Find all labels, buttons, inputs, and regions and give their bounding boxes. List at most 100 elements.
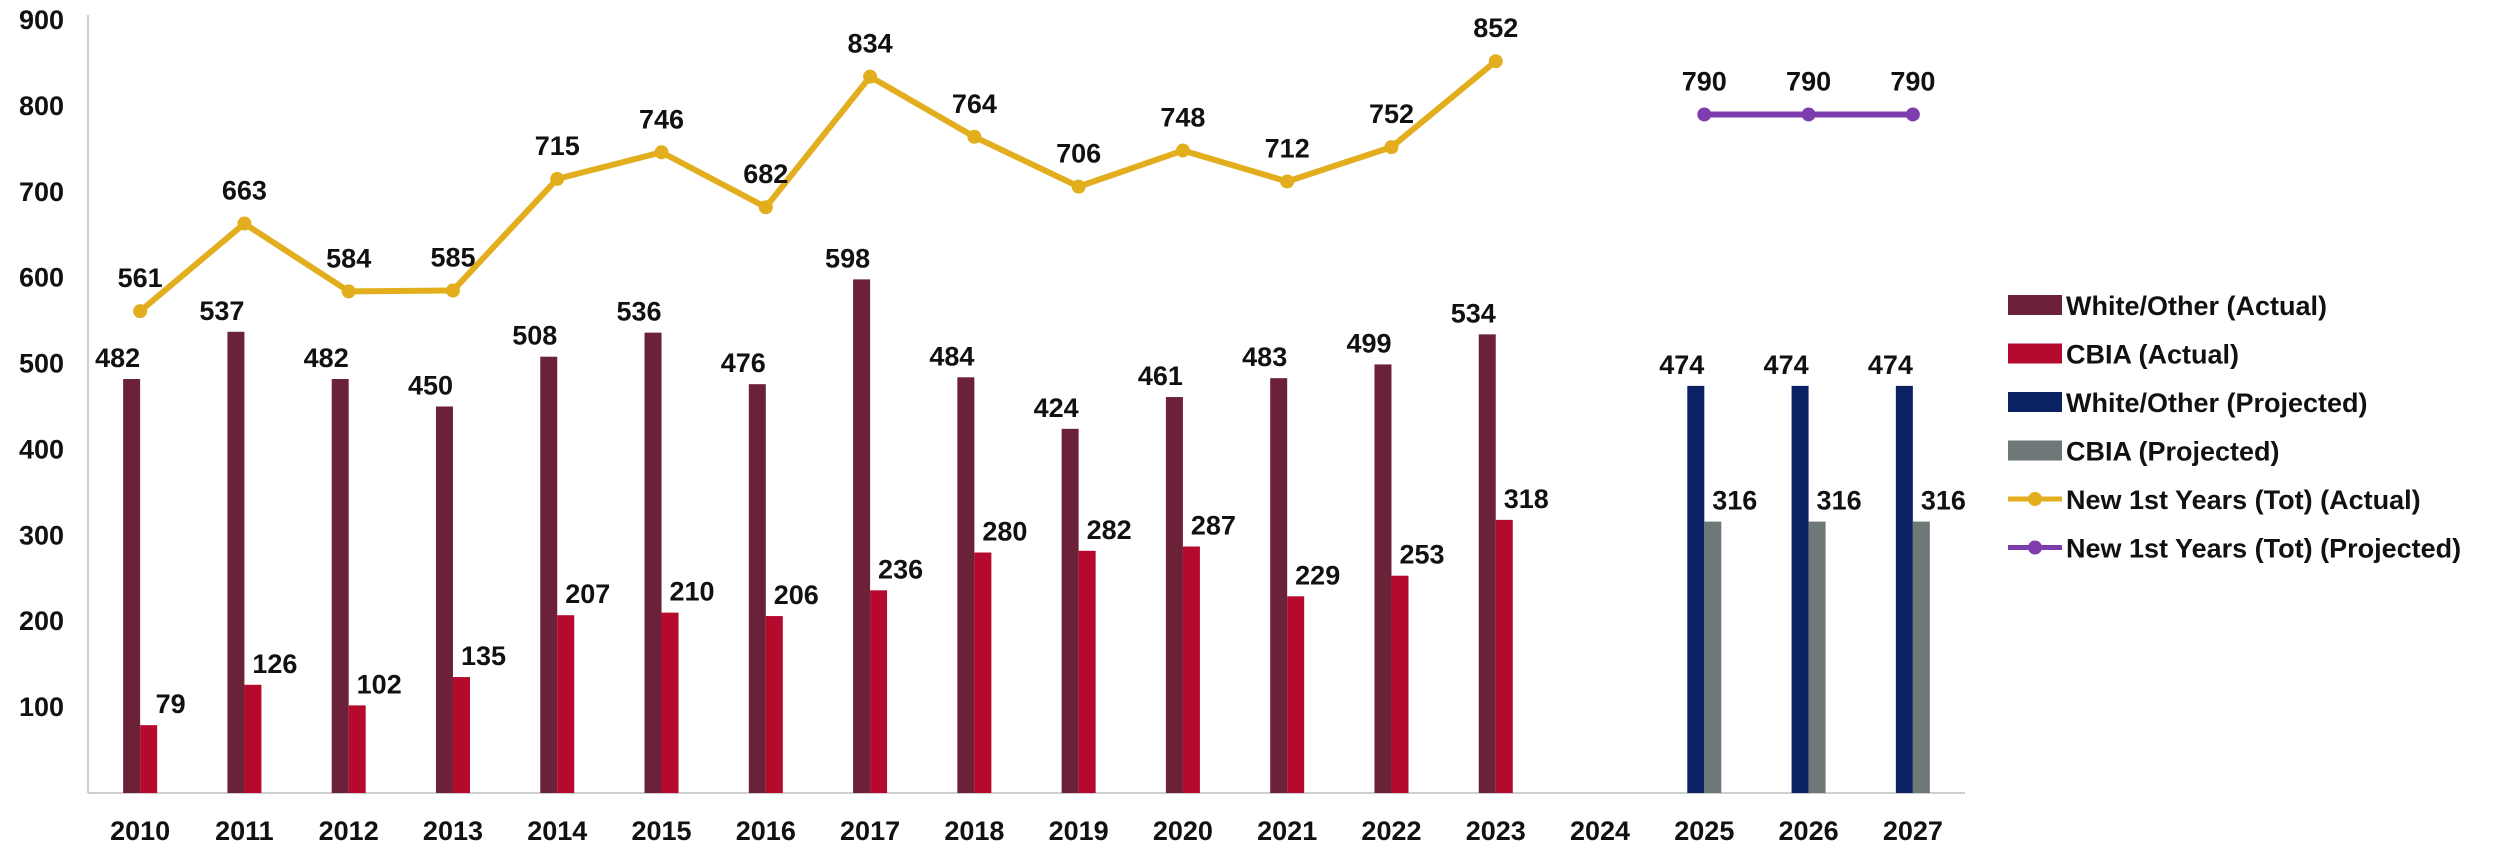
bar-label-cbia-actual: 229	[1295, 560, 1340, 590]
x-tick-label: 2022	[1361, 816, 1421, 846]
line-new-1st-years-tot-actual	[138, 58, 1498, 314]
bar-label-white-other-actual: 499	[1346, 328, 1391, 358]
bar-label-cbia-actual: 253	[1399, 540, 1444, 570]
bar-label-white-other-actual: 534	[1451, 298, 1496, 328]
point-new-1st-years-tot-projected	[1801, 107, 1816, 122]
x-tick-label: 2018	[944, 816, 1004, 846]
legend-label-new-1st-years-tot-projected: New 1st Years (Tot) (Projected)	[2066, 534, 2461, 564]
bar-label-cbia-actual: 102	[357, 669, 402, 699]
bar-label-cbia-actual: 236	[878, 554, 923, 584]
point-label-new-1st-years-tot-actual: 682	[743, 159, 788, 189]
legend: White/Other (Actual) CBIA (Actual) White/O…	[2008, 291, 2461, 564]
legend-label-cbia-actual: CBIA (Actual)	[2066, 340, 2239, 370]
bar-cbia-actual	[557, 615, 575, 793]
point-label-new-1st-years-tot-actual: 752	[1369, 99, 1414, 129]
bar-label-cbia-actual: 280	[982, 517, 1027, 547]
bar-label-white-other-actual: 476	[721, 348, 766, 378]
y-tick-label: 100	[19, 692, 64, 722]
y-tick-label: 400	[19, 434, 64, 464]
bar-white-other-actual	[1061, 428, 1079, 793]
bar-cbia-actual	[140, 725, 158, 793]
legend-marker-new-1st-years-tot-actual	[2028, 492, 2042, 506]
y-tick-label: 900	[19, 5, 64, 35]
point-new-1st-years-tot-actual	[758, 200, 773, 215]
axes: 100 200 300 400 500 600 700 800 900 2010 2011 2012 2…	[19, 5, 1965, 846]
bars	[123, 279, 1930, 794]
bar-cbia-actual	[765, 616, 783, 793]
point-new-1st-years-tot-actual	[863, 69, 878, 84]
x-tick-label: 2023	[1466, 816, 1526, 846]
legend-swatch-white-other-projected	[2008, 392, 2062, 412]
bar-label-cbia-actual: 287	[1191, 510, 1236, 540]
bar-label-white-other-actual: 461	[1138, 361, 1183, 391]
point-label-new-1st-years-tot-actual: 584	[326, 243, 371, 273]
legend-label-white-other-projected: White/Other (Projected)	[2066, 388, 2368, 418]
bar-label-cbia-actual: 79	[156, 689, 186, 719]
x-tick-label: 2024	[1570, 816, 1630, 846]
bar-label-white-other-actual: 508	[512, 321, 557, 351]
y-tick-label: 200	[19, 606, 64, 636]
bar-label-white-other-actual: 598	[825, 243, 870, 273]
bar-label-cbia-actual: 210	[669, 577, 714, 607]
legend-label-new-1st-years-tot-actual: New 1st Years (Tot) (Actual)	[2066, 485, 2421, 515]
bar-label-white-other-projected: 474	[1868, 350, 1913, 380]
bar-cbia-actual	[1495, 519, 1513, 793]
x-tick-label: 2019	[1049, 816, 1109, 846]
y-tick-label: 800	[19, 91, 64, 121]
bar-white-other-actual	[1270, 378, 1288, 793]
point-label-new-1st-years-tot-projected: 790	[1890, 66, 1935, 96]
legend-swatch-cbia-projected	[2008, 440, 2062, 461]
point-new-1st-years-tot-actual	[341, 284, 356, 299]
bar-cbia-actual	[452, 677, 470, 793]
point-label-new-1st-years-tot-actual: 764	[952, 89, 997, 119]
point-new-1st-years-tot-actual	[445, 283, 460, 298]
bar-white-other-actual	[644, 332, 662, 793]
point-new-1st-years-tot-actual	[1071, 179, 1086, 194]
bar-cbia-projected	[1912, 521, 1930, 793]
point-new-1st-years-tot-actual	[133, 304, 148, 319]
point-new-1st-years-tot-actual	[237, 216, 252, 231]
bar-cbia-actual	[1078, 550, 1096, 793]
lines	[133, 54, 1920, 319]
legend-swatch-cbia-actual	[2008, 343, 2062, 364]
bar-white-other-actual	[1478, 334, 1496, 793]
bar-white-other-actual	[331, 379, 349, 793]
y-tick-label: 600	[19, 263, 64, 293]
x-tick-label: 2013	[423, 816, 483, 846]
bar-label-white-other-actual: 483	[1242, 342, 1287, 372]
point-new-1st-years-tot-actual	[654, 145, 669, 160]
point-new-1st-years-tot-actual	[1488, 54, 1503, 69]
y-tick-label: 500	[19, 349, 64, 379]
point-new-1st-years-tot-projected	[1905, 107, 1920, 122]
bar-label-cbia-actual: 206	[774, 580, 819, 610]
bar-cbia-actual	[1391, 575, 1409, 793]
x-tick-label: 2011	[215, 816, 274, 846]
bar-label-white-other-projected: 474	[1764, 350, 1809, 380]
bar-white-other-projected	[1687, 385, 1705, 793]
point-new-1st-years-tot-actual	[550, 171, 565, 186]
x-tick-label: 2016	[736, 816, 796, 846]
bar-label-white-other-actual: 482	[304, 343, 349, 373]
bar-cbia-projected	[1704, 521, 1722, 793]
legend-marker-new-1st-years-tot-projected	[2028, 540, 2042, 555]
point-label-new-1st-years-tot-actual: 663	[222, 176, 267, 206]
y-tick-label: 700	[19, 177, 64, 207]
x-tick-label: 2025	[1674, 816, 1734, 846]
bar-label-white-other-actual: 450	[408, 371, 453, 401]
bar-cbia-actual	[661, 612, 679, 793]
bar-label-white-other-actual: 537	[199, 296, 244, 326]
bar-label-cbia-actual: 207	[565, 579, 610, 609]
point-label-new-1st-years-tot-projected: 790	[1682, 66, 1727, 96]
x-tick-label: 2015	[631, 816, 691, 846]
bar-white-other-projected	[1791, 385, 1809, 793]
bar-label-white-other-projected: 474	[1659, 350, 1704, 380]
bar-label-white-other-actual: 482	[95, 343, 140, 373]
bar-white-other-actual	[1374, 364, 1392, 793]
bar-cbia-actual	[348, 705, 366, 793]
bar-white-other-actual	[853, 279, 871, 794]
point-label-new-1st-years-tot-actual: 706	[1056, 139, 1101, 169]
bar-cbia-actual	[244, 684, 262, 793]
point-label-new-1st-years-tot-actual: 585	[430, 243, 475, 273]
bar-label-cbia-projected: 316	[1712, 486, 1757, 516]
legend-swatch-white-other-actual	[2008, 295, 2062, 315]
